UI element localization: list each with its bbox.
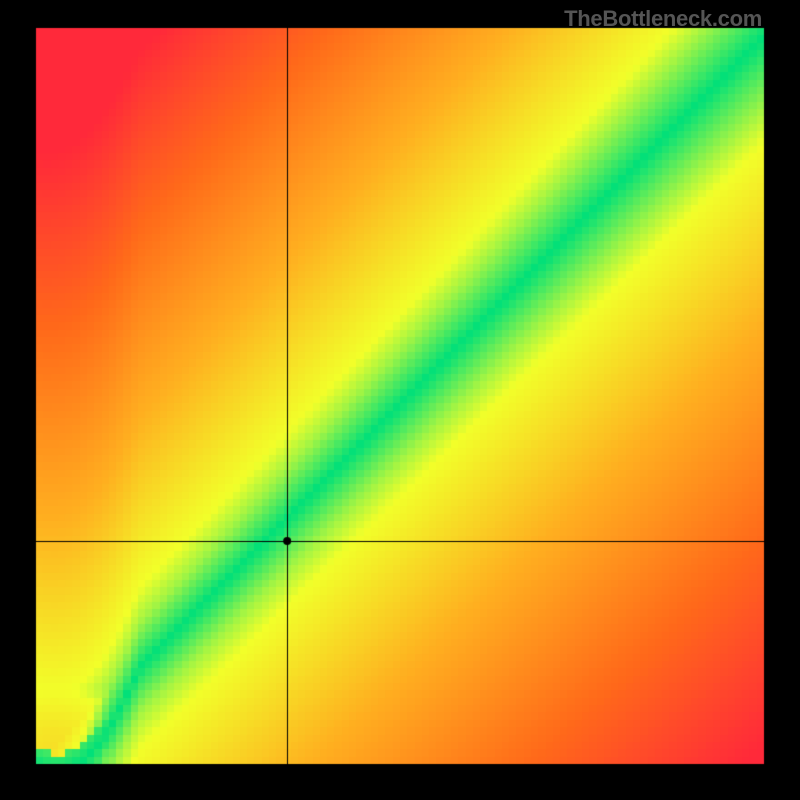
bottleneck-heatmap (0, 0, 800, 800)
watermark-text: TheBottleneck.com (564, 6, 762, 32)
chart-container: TheBottleneck.com (0, 0, 800, 800)
